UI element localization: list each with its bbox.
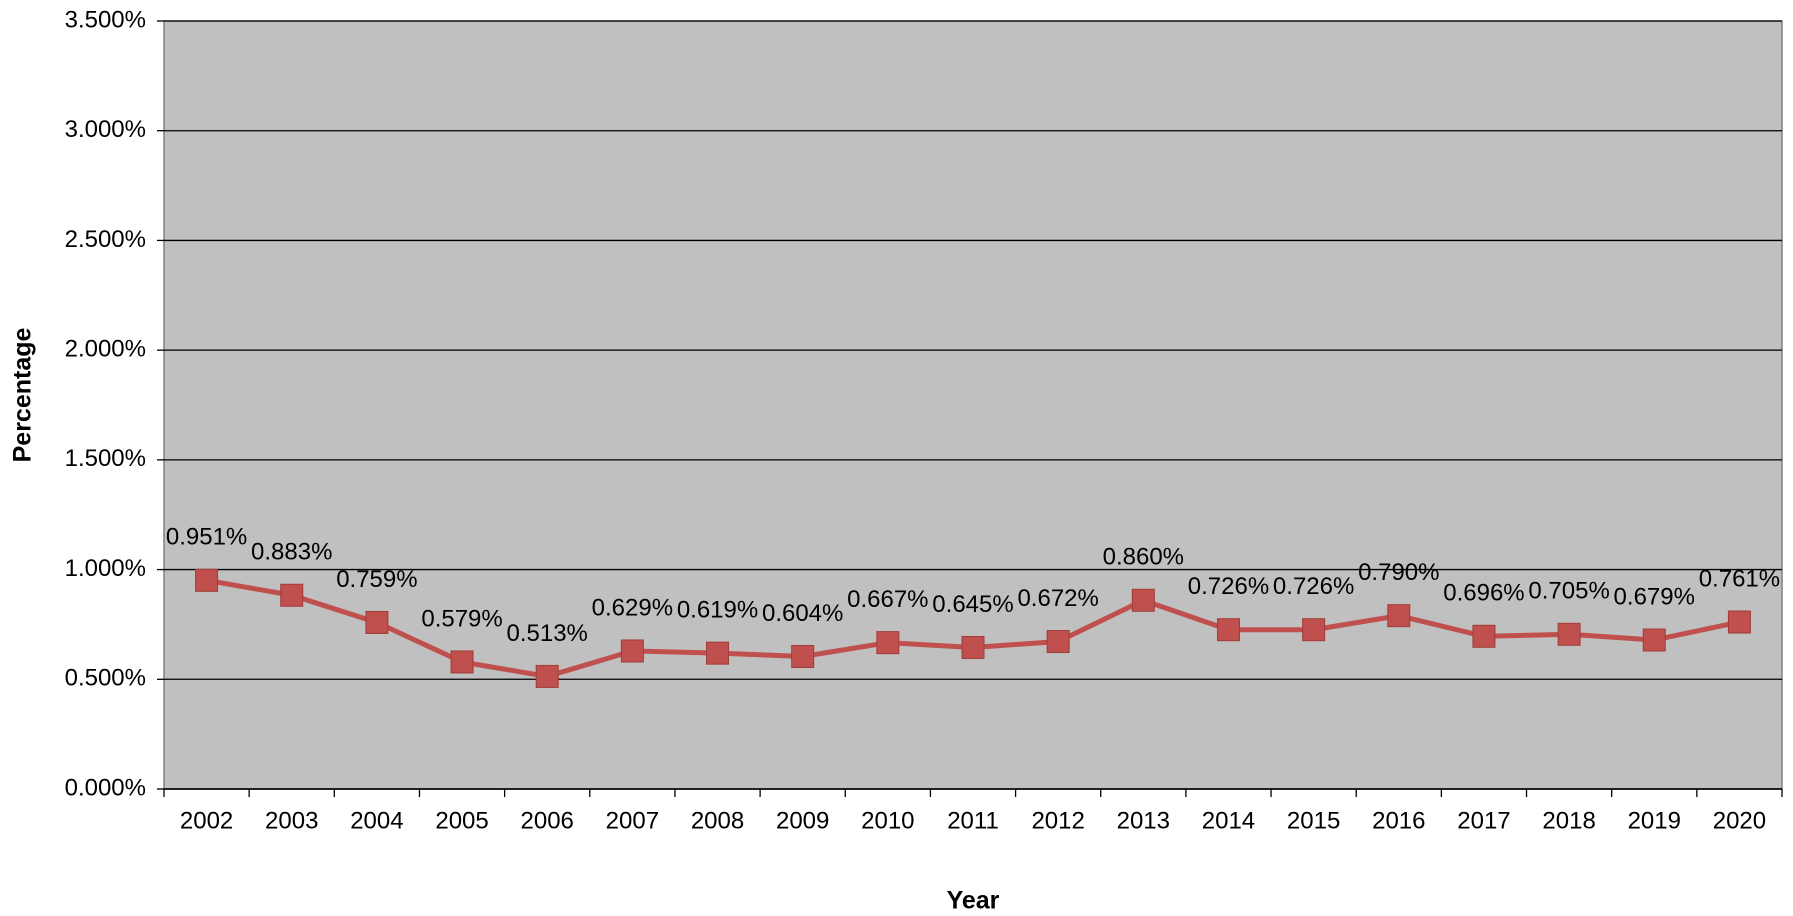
x-tick-label: 2013: [1117, 807, 1170, 834]
marker: [195, 568, 219, 592]
x-tick-label: 2010: [861, 807, 914, 834]
x-tick-label: 2002: [180, 807, 233, 834]
data-label: 0.629%: [592, 594, 673, 621]
y-tick-label: 3.000%: [65, 116, 146, 143]
marker: [1302, 618, 1326, 642]
data-label: 0.860%: [1103, 544, 1184, 571]
marker: [450, 650, 474, 674]
data-label: 0.513%: [507, 620, 588, 647]
x-tick-label: 2003: [265, 807, 318, 834]
data-label: 0.672%: [1017, 585, 1098, 612]
marker: [1387, 604, 1411, 628]
marker: [876, 631, 900, 655]
x-tick-label: 2007: [606, 807, 659, 834]
x-tick-label: 2018: [1542, 807, 1595, 834]
x-tick-label: 2014: [1202, 807, 1255, 834]
marker: [791, 644, 815, 668]
x-tick-label: 2017: [1457, 807, 1510, 834]
data-label: 0.579%: [421, 605, 502, 632]
y-tick-label: 0.000%: [65, 774, 146, 801]
y-tick-label: 1.000%: [65, 555, 146, 582]
marker: [1557, 622, 1581, 646]
x-tick-label: 2020: [1713, 807, 1766, 834]
marker: [1216, 618, 1240, 642]
data-label: 0.696%: [1443, 580, 1524, 607]
data-label: 0.667%: [847, 586, 928, 613]
marker: [280, 583, 304, 607]
data-label: 0.790%: [1358, 559, 1439, 586]
x-tick-label: 2016: [1372, 807, 1425, 834]
data-label: 0.761%: [1699, 565, 1780, 592]
data-label: 0.726%: [1273, 573, 1354, 600]
data-label: 0.705%: [1528, 578, 1609, 605]
marker: [1131, 588, 1155, 612]
marker: [1642, 628, 1666, 652]
x-tick-label: 2012: [1031, 807, 1084, 834]
data-label: 0.679%: [1614, 583, 1695, 610]
data-label: 0.604%: [762, 600, 843, 627]
data-label: 0.759%: [336, 566, 417, 593]
data-label: 0.726%: [1188, 573, 1269, 600]
data-label: 0.883%: [251, 539, 332, 566]
plot-area: [163, 20, 1783, 790]
x-axis-title: Year: [947, 887, 1000, 915]
y-tick-label: 2.000%: [65, 335, 146, 362]
y-tick-label: 3.500%: [65, 6, 146, 33]
data-label: 0.951%: [166, 524, 247, 551]
y-axis-title: Percentage: [9, 328, 37, 463]
data-label: 0.645%: [932, 591, 1013, 618]
marker: [365, 610, 389, 634]
marker: [1046, 630, 1070, 654]
x-tick-label: 2015: [1287, 807, 1340, 834]
marker: [961, 635, 985, 659]
x-tick-label: 2009: [776, 807, 829, 834]
x-tick-label: 2008: [691, 807, 744, 834]
marker: [706, 641, 730, 665]
marker: [535, 664, 559, 688]
marker: [620, 639, 644, 663]
x-tick-label: 2011: [947, 807, 999, 834]
marker: [1727, 610, 1751, 634]
x-tick-label: 2004: [350, 807, 403, 834]
y-tick-label: 1.500%: [65, 445, 146, 472]
data-label: 0.619%: [677, 597, 758, 624]
x-tick-label: 2019: [1628, 807, 1681, 834]
marker: [1472, 624, 1496, 648]
x-tick-label: 2006: [521, 807, 574, 834]
y-tick-label: 2.500%: [65, 226, 146, 253]
y-tick-label: 0.500%: [65, 665, 146, 692]
x-tick-label: 2005: [435, 807, 488, 834]
